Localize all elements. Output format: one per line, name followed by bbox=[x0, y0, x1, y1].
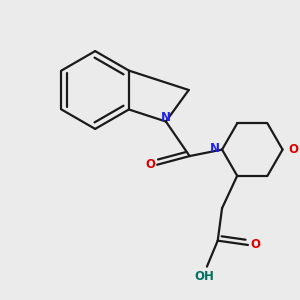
Text: N: N bbox=[210, 142, 220, 155]
Text: O: O bbox=[288, 143, 298, 156]
Text: N: N bbox=[161, 111, 171, 124]
Text: O: O bbox=[250, 238, 261, 251]
Text: O: O bbox=[146, 158, 156, 171]
Text: OH: OH bbox=[195, 270, 215, 283]
